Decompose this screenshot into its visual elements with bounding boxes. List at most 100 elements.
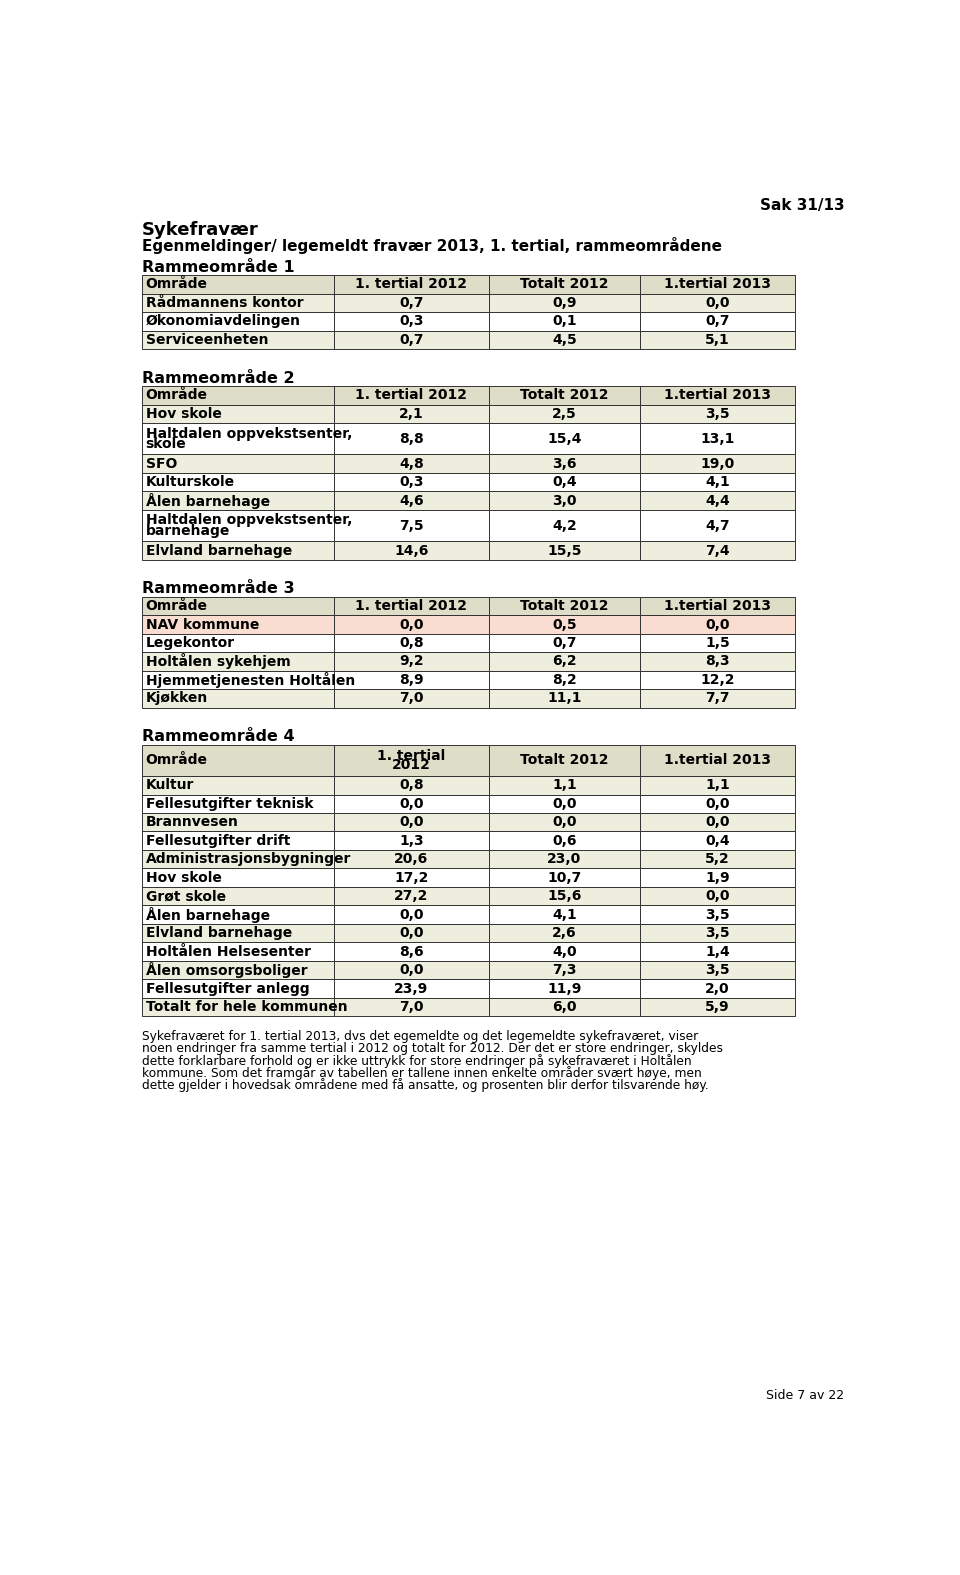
Text: skole: skole bbox=[146, 436, 186, 450]
Bar bbox=[640, 690, 795, 707]
Text: 1,1: 1,1 bbox=[552, 778, 577, 792]
Text: Kulturskole: Kulturskole bbox=[146, 476, 234, 490]
Bar bbox=[142, 597, 334, 616]
Text: 4,1: 4,1 bbox=[552, 907, 577, 921]
Text: 17,2: 17,2 bbox=[395, 871, 428, 885]
Text: 5,9: 5,9 bbox=[706, 1000, 730, 1014]
Text: Haltdalen oppvekstsenter,: Haltdalen oppvekstsenter, bbox=[146, 513, 352, 528]
Bar bbox=[142, 455, 334, 472]
Text: 0,0: 0,0 bbox=[706, 296, 730, 310]
Text: Fellesutgifter drift: Fellesutgifter drift bbox=[146, 833, 290, 847]
Text: Sykefravær: Sykefravær bbox=[142, 222, 258, 239]
Bar bbox=[142, 386, 334, 405]
Bar bbox=[489, 633, 640, 652]
Text: 0,7: 0,7 bbox=[399, 332, 423, 346]
Text: Haltdalen oppvekstsenter,: Haltdalen oppvekstsenter, bbox=[146, 427, 352, 441]
Bar bbox=[334, 331, 489, 350]
Text: 11,9: 11,9 bbox=[547, 981, 582, 995]
Text: Ålen barnehage: Ålen barnehage bbox=[146, 907, 270, 923]
Text: 6,0: 6,0 bbox=[552, 1000, 577, 1014]
Text: 2,1: 2,1 bbox=[399, 406, 423, 421]
Bar bbox=[334, 472, 489, 491]
Text: Sak 31/13: Sak 31/13 bbox=[760, 198, 845, 213]
Text: 9,2: 9,2 bbox=[399, 655, 423, 668]
Bar bbox=[640, 633, 795, 652]
Text: Ålen barnehage: Ålen barnehage bbox=[146, 493, 270, 509]
Text: 2,5: 2,5 bbox=[552, 406, 577, 421]
Bar bbox=[334, 652, 489, 671]
Text: 1,4: 1,4 bbox=[706, 945, 730, 959]
Text: Side 7 av 22: Side 7 av 22 bbox=[766, 1389, 845, 1402]
Bar bbox=[640, 616, 795, 633]
Bar bbox=[142, 616, 334, 633]
Text: 0,3: 0,3 bbox=[399, 315, 423, 329]
Text: 0,9: 0,9 bbox=[552, 296, 577, 310]
Bar bbox=[640, 925, 795, 942]
Bar bbox=[640, 794, 795, 813]
Text: 5,2: 5,2 bbox=[706, 852, 730, 866]
Bar bbox=[334, 850, 489, 868]
Text: 0,0: 0,0 bbox=[399, 926, 423, 940]
Text: 0,8: 0,8 bbox=[399, 778, 423, 792]
Text: Administrasjonsbygninger: Administrasjonsbygninger bbox=[146, 852, 351, 866]
Bar bbox=[334, 942, 489, 961]
Text: 0,3: 0,3 bbox=[399, 476, 423, 490]
Bar bbox=[489, 745, 640, 776]
Text: 7,0: 7,0 bbox=[399, 691, 423, 706]
Bar bbox=[489, 999, 640, 1016]
Text: Rammeområde 3: Rammeområde 3 bbox=[142, 581, 295, 597]
Text: Brannvesen: Brannvesen bbox=[146, 816, 238, 830]
Bar bbox=[334, 813, 489, 832]
Bar bbox=[489, 690, 640, 707]
Bar bbox=[142, 925, 334, 942]
Text: Område: Område bbox=[146, 753, 207, 767]
Text: noen endringer fra samme tertial i 2012 og totalt for 2012. Der det er store end: noen endringer fra samme tertial i 2012 … bbox=[142, 1043, 723, 1055]
Bar bbox=[334, 868, 489, 887]
Bar bbox=[142, 472, 334, 491]
Bar bbox=[334, 633, 489, 652]
Text: NAV kommune: NAV kommune bbox=[146, 617, 259, 632]
Text: Rammeområde 4: Rammeområde 4 bbox=[142, 729, 295, 745]
Bar bbox=[640, 906, 795, 925]
Bar bbox=[142, 690, 334, 707]
Text: 2,6: 2,6 bbox=[552, 926, 577, 940]
Bar bbox=[640, 455, 795, 472]
Bar bbox=[640, 868, 795, 887]
Bar bbox=[489, 293, 640, 312]
Bar bbox=[489, 906, 640, 925]
Text: Holtålen sykehjem: Holtålen sykehjem bbox=[146, 654, 290, 669]
Text: 8,6: 8,6 bbox=[399, 945, 423, 959]
Bar bbox=[334, 961, 489, 980]
Bar bbox=[142, 980, 334, 999]
Text: 1.tertial 2013: 1.tertial 2013 bbox=[664, 277, 771, 291]
Bar bbox=[142, 331, 334, 350]
Text: 14,6: 14,6 bbox=[395, 543, 428, 558]
Bar bbox=[489, 386, 640, 405]
Text: Sykefraværet for 1. tertial 2013, dvs det egemeldte og det legemeldte sykefravær: Sykefraværet for 1. tertial 2013, dvs de… bbox=[142, 1030, 698, 1043]
Bar bbox=[640, 312, 795, 331]
Bar bbox=[142, 510, 334, 542]
Text: kommune. Som det framgår av tabellen er tallene innen enkelte områder svært høye: kommune. Som det framgår av tabellen er … bbox=[142, 1066, 702, 1080]
Text: 0,4: 0,4 bbox=[552, 476, 577, 490]
Bar bbox=[142, 999, 334, 1016]
Bar bbox=[489, 832, 640, 850]
Text: Rammeområde 1: Rammeområde 1 bbox=[142, 260, 295, 276]
Bar bbox=[334, 887, 489, 906]
Bar bbox=[640, 980, 795, 999]
Bar bbox=[142, 794, 334, 813]
Bar bbox=[334, 832, 489, 850]
Text: Elvland barnehage: Elvland barnehage bbox=[146, 926, 292, 940]
Bar bbox=[142, 832, 334, 850]
Text: 4,0: 4,0 bbox=[552, 945, 577, 959]
Text: 0,0: 0,0 bbox=[399, 962, 423, 976]
Bar bbox=[334, 794, 489, 813]
Text: 0,0: 0,0 bbox=[552, 797, 577, 811]
Bar bbox=[640, 597, 795, 616]
Bar bbox=[489, 776, 640, 794]
Text: 4,7: 4,7 bbox=[706, 518, 730, 532]
Text: 0,7: 0,7 bbox=[399, 296, 423, 310]
Bar bbox=[640, 331, 795, 350]
Bar bbox=[489, 961, 640, 980]
Text: 1,9: 1,9 bbox=[706, 871, 730, 885]
Text: dette forklarbare forhold og er ikke uttrykk for store endringer på sykefraværet: dette forklarbare forhold og er ikke utt… bbox=[142, 1054, 691, 1068]
